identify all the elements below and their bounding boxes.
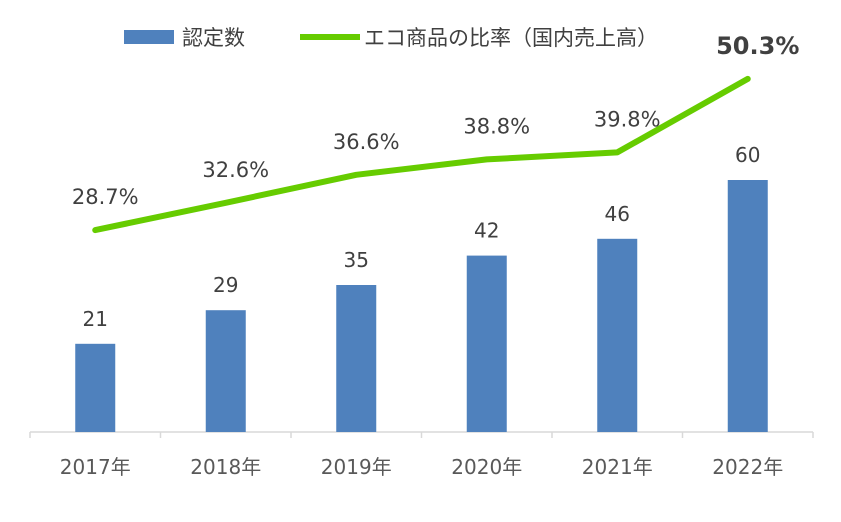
legend-label-line: エコ商品の比率（国内売上高） [364,26,658,50]
plot-area: 21 2017年 29 2018年 35 2019年 42 2020年 46 2021年 60 202… [29,32,814,479]
x-tick-label: 2017年 [60,455,131,479]
bar [597,238,638,432]
x-tick-label: 2022年 [712,455,783,479]
line-value-label: 39.8% [594,107,661,131]
line-value-label: 36.6% [333,130,400,154]
bar-value-label: 60 [735,143,760,167]
bar-value-label: 29 [213,273,238,297]
bar-value-label: 21 [83,307,108,331]
series-line [92,75,751,234]
bar-value-label: 35 [344,248,369,272]
line-value-label: 38.8% [463,114,530,138]
legend-label-bar: 認定数 [182,26,245,50]
bar [336,285,377,432]
legend: 認定数 エコ商品の比率（国内売上高） [124,26,658,50]
bar-value-label: 42 [474,219,499,243]
x-tick-label: 2020年 [451,455,522,479]
line-value-label-emphasized: 50.3% [716,32,799,60]
line-value-label: 32.6% [202,158,269,182]
legend-swatch-bar [124,30,174,44]
bar [466,255,507,432]
x-tick-label: 2021年 [582,455,653,479]
bar [75,343,116,432]
x-tick-label: 2018年 [190,455,261,479]
bar [205,310,246,432]
x-tick-label: 2019年 [321,455,392,479]
bar [727,180,768,432]
line-value-label: 28.7% [72,185,139,209]
bar-value-label: 46 [605,202,630,226]
